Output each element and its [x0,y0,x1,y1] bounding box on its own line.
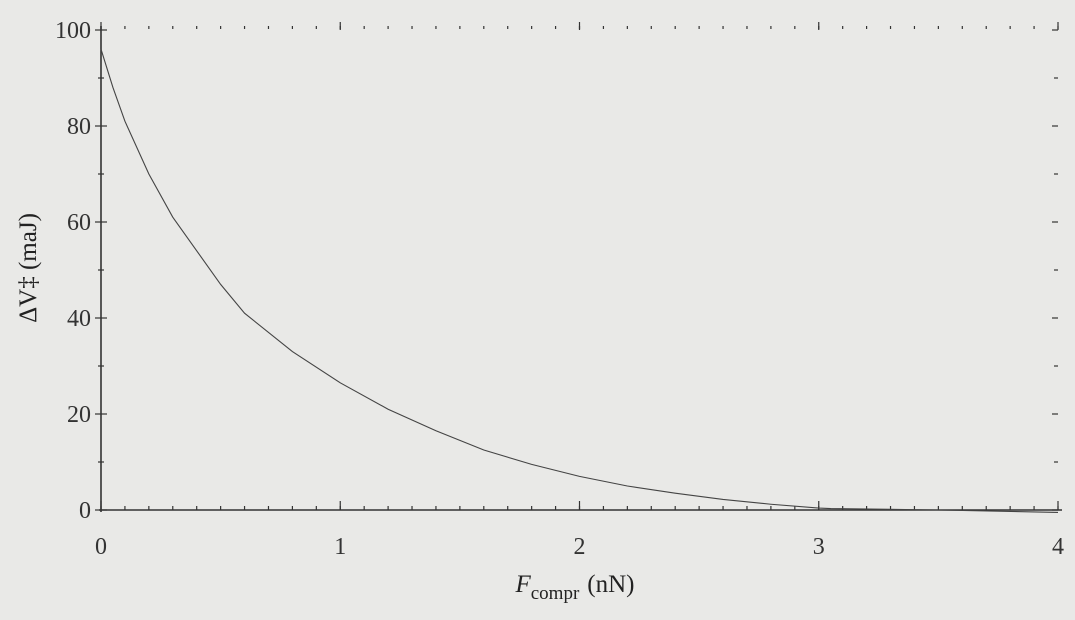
y-tick-label: 60 [67,210,91,236]
x-axis-title: Fcompr (nN) [514,571,634,604]
series-line [100,49,1059,513]
x-tick-label: 1 [334,534,346,560]
x-tick-label: 2 [574,534,586,560]
x-tick-label: 0 [95,534,107,560]
y-tick-label: 100 [55,18,91,44]
x-axis-title-unit: (nN) [587,571,634,598]
y-tick-label: 80 [67,114,91,140]
x-axis-title-main: F [514,571,531,598]
x-tick-label: 3 [813,534,825,560]
y-tick-label: 0 [79,498,91,524]
y-axis-title: ΔV‡ (maJ) [15,213,42,323]
y-tick-label: 40 [67,306,91,332]
x-axis-title-sub: compr [531,583,580,604]
y-tick-label: 20 [67,402,91,428]
series [100,49,1059,513]
x-tick-label: 4 [1052,534,1064,560]
ticks [95,22,1059,511]
